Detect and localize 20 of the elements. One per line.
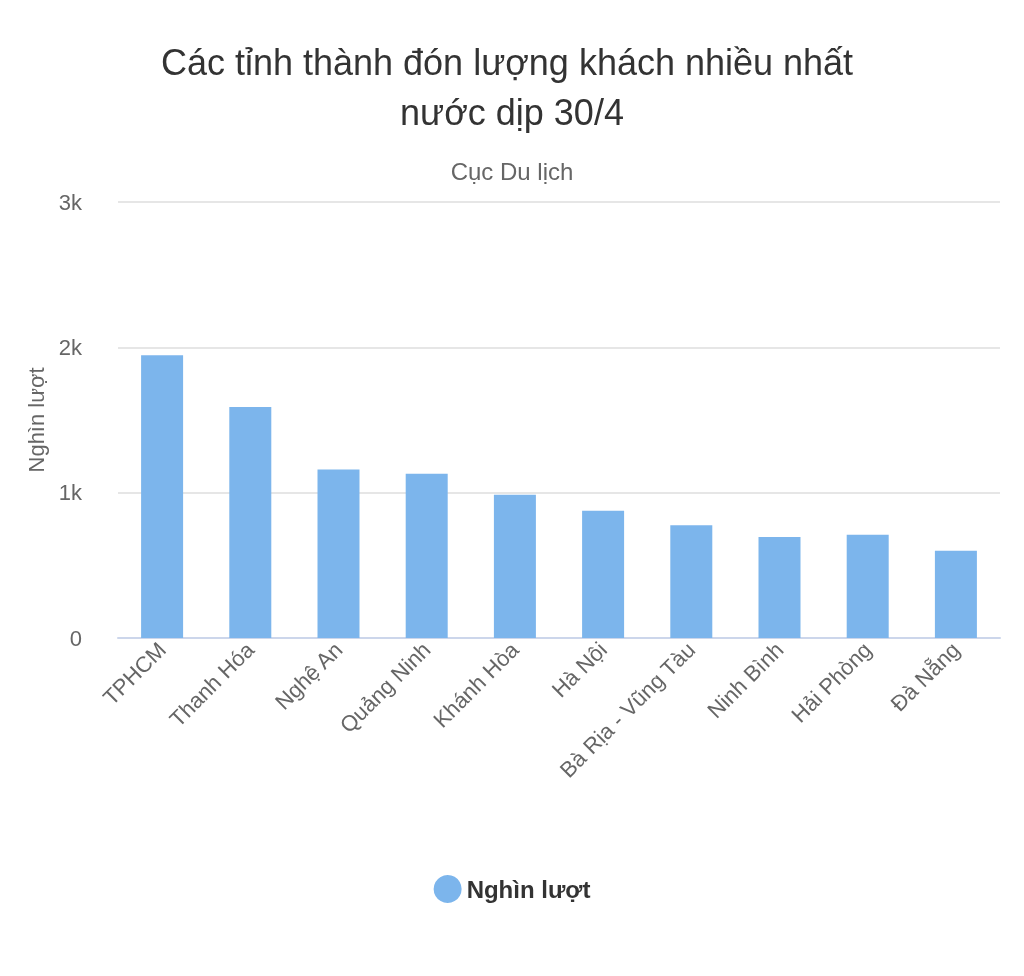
- bar: [493, 494, 536, 638]
- bar: [934, 550, 977, 638]
- bar: [846, 534, 889, 638]
- y-tick-label: 0: [69, 625, 82, 651]
- legend-label: Nghìn lượt: [466, 875, 591, 903]
- bar: [582, 510, 625, 638]
- bar: [670, 525, 713, 638]
- x-tick-label: Hà Nội: [546, 637, 612, 703]
- x-tick-label: Ninh Bình: [702, 637, 789, 724]
- bar: [405, 473, 448, 638]
- bar: [317, 469, 360, 638]
- y-axis-title: Nghìn lượt: [24, 367, 50, 473]
- chart-subtitle: Cục Du lịch: [450, 157, 574, 185]
- y-tick-label: 1k: [58, 480, 83, 506]
- y-tick-label: 2k: [58, 334, 83, 360]
- bar: [229, 406, 272, 638]
- chart-title: Các tỉnh thành đón lượng khách nhiều nhất nước dịp 30/4: [160, 41, 864, 133]
- bar: [141, 355, 184, 638]
- y-tick-label: 3k: [58, 189, 83, 215]
- bar: [758, 536, 801, 638]
